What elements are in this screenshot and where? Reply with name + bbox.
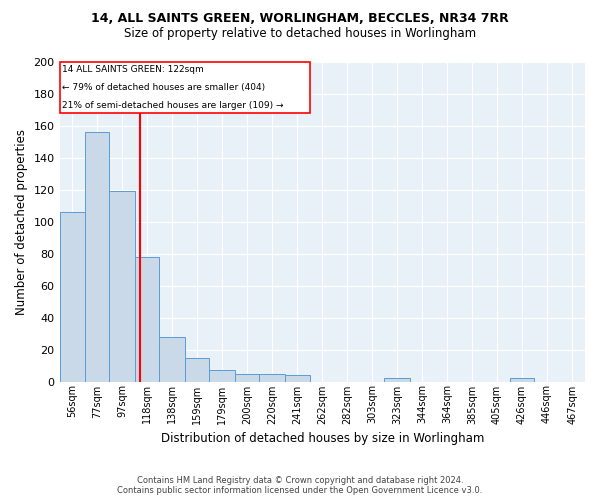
Bar — [284, 375, 310, 382]
Bar — [85, 132, 109, 382]
Bar — [259, 374, 284, 382]
Text: 14 ALL SAINTS GREEN: 122sqm: 14 ALL SAINTS GREEN: 122sqm — [62, 64, 204, 74]
Text: Contains HM Land Registry data © Crown copyright and database right 2024.
Contai: Contains HM Land Registry data © Crown c… — [118, 476, 482, 495]
X-axis label: Distribution of detached houses by size in Worlingham: Distribution of detached houses by size … — [161, 432, 484, 445]
Bar — [385, 378, 410, 382]
Bar — [185, 358, 209, 382]
Text: 14, ALL SAINTS GREEN, WORLINGHAM, BECCLES, NR34 7RR: 14, ALL SAINTS GREEN, WORLINGHAM, BECCLE… — [91, 12, 509, 26]
Bar — [509, 378, 534, 382]
Text: 21% of semi-detached houses are larger (109) →: 21% of semi-detached houses are larger (… — [62, 100, 283, 110]
Bar — [235, 374, 259, 382]
Bar — [135, 256, 159, 382]
Text: Size of property relative to detached houses in Worlingham: Size of property relative to detached ho… — [124, 28, 476, 40]
Bar — [159, 336, 185, 382]
Bar — [59, 212, 85, 382]
Bar — [109, 191, 135, 382]
FancyBboxPatch shape — [59, 62, 310, 112]
Y-axis label: Number of detached properties: Number of detached properties — [15, 128, 28, 314]
Bar — [209, 370, 235, 382]
Text: ← 79% of detached houses are smaller (404): ← 79% of detached houses are smaller (40… — [62, 82, 265, 92]
